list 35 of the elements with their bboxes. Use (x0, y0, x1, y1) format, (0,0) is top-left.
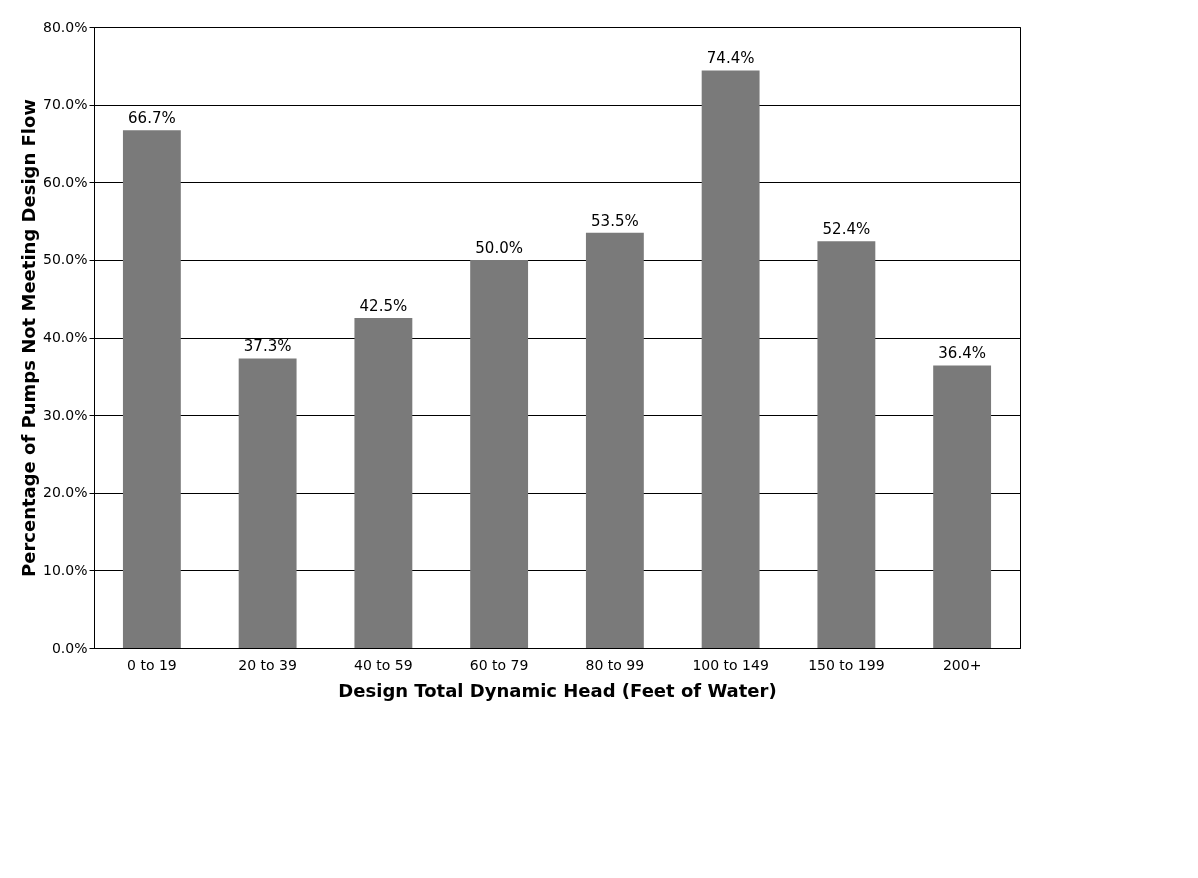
y-tick-label: 40.0% (43, 329, 88, 345)
data-label: 36.4% (938, 344, 986, 363)
x-tick-label: 150 to 199 (808, 656, 885, 673)
x-tick-label: 200+ (942, 656, 982, 673)
bar (238, 358, 297, 648)
bar (585, 232, 644, 648)
data-label: 66.7% (128, 109, 176, 128)
data-label: 74.4% (706, 49, 755, 68)
data-label: 50.0% (475, 238, 523, 257)
bar (470, 259, 529, 648)
x-tick-label: 40 to 59 (354, 656, 413, 673)
y-tick-label: 60.0% (43, 173, 88, 190)
x-tick-label: 20 to 39 (238, 656, 297, 673)
data-label: 37.3% (243, 337, 292, 356)
y-axis-title: Percentage of Pumps Not Meeting Design Flow (18, 98, 40, 578)
bar (122, 130, 181, 648)
bar (701, 70, 760, 648)
data-label: 42.5% (359, 297, 408, 316)
bar (817, 241, 876, 648)
y-tick-label: 20.0% (43, 484, 88, 501)
x-tick-label: 80 to 99 (585, 656, 645, 673)
bar (933, 365, 992, 648)
x-tick-label: 0 to 19 (127, 656, 177, 673)
y-tick-label: 30.0% (43, 406, 88, 423)
bar (354, 318, 413, 648)
data-label: 52.4% (822, 220, 871, 239)
data-label: 53.5% (591, 211, 639, 230)
y-tick-label: 50.0% (43, 251, 88, 268)
x-tick-label: 100 to 149 (692, 656, 769, 673)
x-axis-title: Design Total Dynamic Head (Feet of Water) (338, 679, 777, 701)
y-tick-label: 80.0% (43, 18, 88, 35)
x-tick-label: 60 to 79 (469, 656, 529, 673)
y-tick-label: 10.0% (43, 561, 88, 578)
y-tick-label: 70.0% (43, 96, 88, 113)
y-tick-label: 0.0% (51, 639, 88, 656)
